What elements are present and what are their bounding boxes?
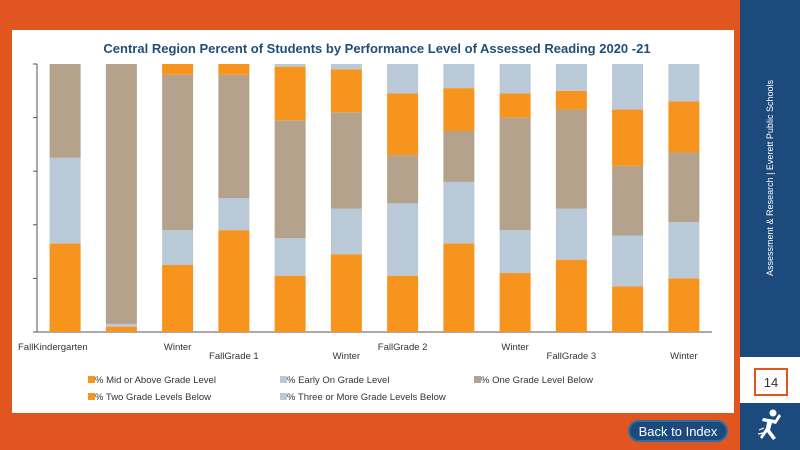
legend-label: % Mid or Above Grade Level [95, 375, 216, 386]
legend-label: % Early On Grade Level [287, 375, 389, 386]
legend-label: % Three or More Grade Levels Below [287, 392, 446, 403]
legend-swatch [474, 376, 481, 383]
bar-segment-11-series-1 [612, 286, 644, 332]
bar-segment-10-series-3 [555, 109, 587, 209]
bar-segment-10-series-5 [555, 64, 587, 91]
x-tick-label: FallGrade 3 [547, 351, 597, 362]
stacked-bar-chart: Central Region Percent of Students by Pe… [18, 41, 712, 403]
legend-swatch [88, 376, 95, 383]
bar-segment-1-series-2 [49, 157, 81, 244]
bar-segment-9-series-4 [499, 93, 531, 118]
bar-segment-4-series-4 [218, 64, 250, 75]
bar-segment-10-series-1 [555, 259, 587, 332]
bar-segment-12-series-2 [668, 222, 700, 279]
bar-segment-5-series-2 [274, 238, 306, 276]
bar-segment-9-series-1 [499, 273, 531, 332]
bar-segment-4-series-1 [218, 230, 250, 332]
bar-segment-7-series-3 [387, 155, 419, 204]
bottom-strip [0, 418, 740, 450]
bar-segment-7-series-2 [387, 203, 419, 276]
bar-segment-10-series-2 [555, 208, 587, 260]
bar-segment-12-series-3 [668, 152, 700, 223]
bar-segment-5-series-3 [274, 120, 306, 239]
logo-area [740, 403, 800, 450]
bar-segment-12-series-5 [668, 64, 700, 102]
bar-segment-6-series-5 [330, 64, 362, 70]
x-tick-label: Winter [670, 351, 697, 362]
bar-segment-5-series-4 [274, 66, 306, 121]
legend-label: % One Grade Level Below [481, 375, 593, 386]
bar-segment-7-series-5 [387, 64, 419, 94]
bar-segment-9-series-2 [499, 230, 531, 274]
bar-segment-6-series-2 [330, 208, 362, 255]
bar-segment-9-series-3 [499, 117, 531, 231]
legend-swatch [280, 376, 287, 383]
bar-segment-1-series-3 [49, 64, 81, 158]
sidebar: Assessment & Research | Everett Public S… [740, 0, 800, 450]
sidebar-banner: Assessment & Research | Everett Public S… [740, 0, 800, 357]
legend-swatch [280, 393, 287, 400]
bar-segment-4-series-3 [218, 74, 250, 198]
bar-segment-11-series-3 [612, 165, 644, 236]
everett-schools-logo-icon [758, 409, 781, 440]
bar-segment-10-series-4 [555, 90, 587, 110]
page-number: 14 [754, 368, 788, 396]
legend-swatch [88, 393, 95, 400]
legend-label: % Two Grade Levels Below [95, 392, 211, 403]
chart-panel: Central Region Percent of Students by Pe… [12, 30, 734, 413]
x-tick-label: FallKindergarten [18, 342, 88, 353]
bar-segment-12-series-1 [668, 278, 700, 332]
bar-segment-8-series-5 [443, 64, 475, 89]
bar-segment-5-series-5 [274, 64, 306, 67]
sidebar-vertical-text: Assessment & Research | Everett Public S… [765, 80, 775, 276]
bar-segment-8-series-3 [443, 131, 475, 182]
bar-segment-8-series-1 [443, 243, 475, 332]
bar-segment-12-series-4 [668, 101, 700, 153]
bar-segment-6-series-3 [330, 112, 362, 209]
bar-segment-7-series-4 [387, 93, 419, 156]
bar-segment-3-series-3 [162, 74, 194, 231]
bar-segment-4-series-2 [218, 198, 250, 231]
x-tick-label: FallGrade 2 [378, 342, 428, 353]
x-tick-label: FallGrade 1 [209, 351, 259, 362]
bar-segment-2-series-1 [105, 326, 137, 332]
bar-segment-8-series-2 [443, 181, 475, 244]
bar-segment-2-series-2 [105, 323, 137, 327]
back-to-index-button[interactable]: Back to Index [628, 420, 728, 442]
bar-segment-1-series-1 [49, 243, 81, 332]
bar-segment-6-series-4 [330, 69, 362, 113]
bar-segment-8-series-4 [443, 88, 475, 131]
bar-segment-5-series-1 [274, 275, 306, 332]
bar-segment-3-series-2 [162, 230, 194, 265]
bar-segment-2-series-3 [105, 64, 137, 324]
x-tick-label: Winter [501, 342, 528, 353]
bar-segment-11-series-4 [612, 109, 644, 166]
x-tick-label: Winter [333, 351, 360, 362]
bar-segment-3-series-4 [162, 64, 194, 75]
bar-segment-7-series-1 [387, 275, 419, 332]
bar-segment-3-series-1 [162, 265, 194, 332]
bar-segment-11-series-2 [612, 235, 644, 287]
chart-title: Central Region Percent of Students by Pe… [103, 41, 650, 56]
bar-segment-9-series-5 [499, 64, 531, 94]
x-tick-label: Winter [164, 342, 191, 353]
bar-segment-6-series-1 [330, 254, 362, 332]
bar-segment-11-series-5 [612, 64, 644, 110]
